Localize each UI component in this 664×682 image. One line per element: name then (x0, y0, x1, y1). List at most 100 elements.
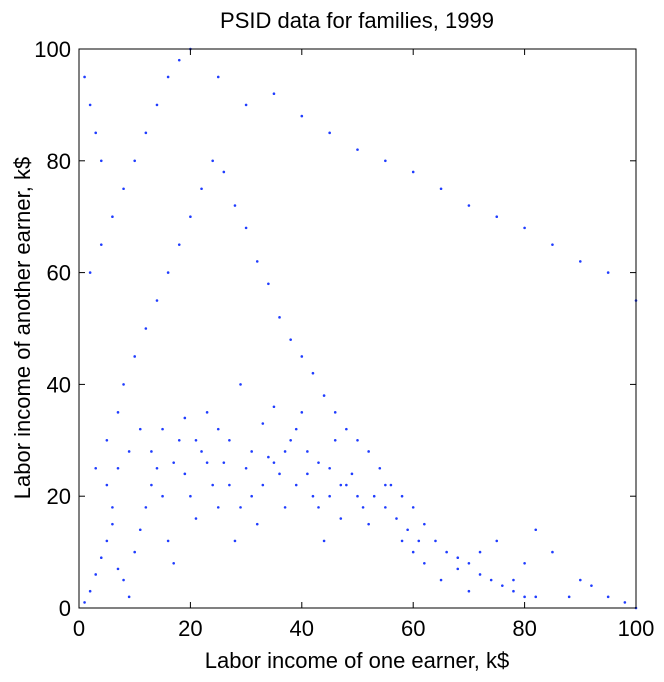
data-point (411, 170, 415, 174)
data-point (116, 466, 120, 470)
data-point (411, 506, 415, 509)
data-point (395, 517, 398, 520)
data-point (216, 75, 220, 79)
data-point (99, 159, 103, 163)
data-point (317, 506, 320, 509)
data-point (177, 439, 181, 442)
data-point (88, 271, 92, 274)
data-point (278, 472, 281, 476)
data-point (495, 539, 499, 543)
data-point (222, 170, 226, 174)
data-point (289, 439, 292, 442)
data-point (88, 589, 92, 593)
data-point (272, 461, 276, 464)
data-point (512, 578, 515, 582)
data-point (127, 450, 131, 453)
data-point (155, 103, 159, 107)
data-point (523, 595, 526, 599)
data-point (356, 148, 359, 151)
data-point (272, 92, 276, 96)
data-point (122, 578, 125, 582)
data-point (133, 159, 136, 163)
data-point (495, 215, 499, 218)
data-point (322, 539, 326, 543)
data-point (339, 517, 343, 520)
data-point (384, 506, 387, 509)
data-point (417, 539, 421, 543)
data-point (384, 483, 387, 487)
data-point (423, 522, 426, 526)
data-point (166, 271, 170, 274)
data-point (94, 466, 98, 470)
data-point (489, 578, 493, 582)
ticks-layer: 0 20 40 60 80 100 0 20 40 60 80 100 (34, 37, 654, 641)
data-point (244, 466, 248, 470)
data-point (166, 75, 170, 79)
data-point (200, 187, 203, 191)
data-point (200, 450, 203, 453)
data-point (306, 450, 309, 453)
data-point (233, 204, 237, 207)
y-tick-label: 20 (47, 484, 71, 509)
data-point (361, 506, 365, 509)
x-tick-label: 100 (618, 616, 655, 641)
data-point (177, 243, 181, 246)
data-point (244, 103, 248, 107)
data-point (478, 573, 482, 576)
data-point (255, 260, 259, 263)
chart-title: PSID data for families, 1999 (220, 8, 494, 33)
data-point (261, 483, 265, 487)
data-point (445, 550, 448, 554)
data-point (111, 522, 114, 526)
data-point (111, 215, 114, 218)
data-point (551, 550, 554, 554)
data-point (411, 550, 415, 554)
points-layer (83, 47, 638, 610)
data-point (105, 483, 109, 487)
data-point (534, 595, 538, 599)
data-point (250, 494, 253, 498)
data-point (322, 394, 326, 397)
data-point (177, 58, 181, 62)
data-point (183, 416, 187, 420)
data-point (127, 595, 131, 599)
data-point (111, 506, 114, 509)
data-point (94, 131, 98, 135)
data-point (133, 550, 136, 554)
data-point (233, 539, 237, 543)
y-tick-label: 0 (59, 596, 71, 621)
data-point (478, 550, 482, 554)
data-point (294, 427, 298, 431)
data-point (228, 439, 231, 442)
data-point (300, 114, 304, 118)
data-point (456, 556, 460, 559)
y-tick-label: 40 (47, 372, 71, 397)
data-point (579, 260, 582, 263)
data-point (161, 494, 164, 498)
data-point (400, 494, 404, 498)
data-point (83, 601, 86, 604)
data-point (283, 506, 287, 509)
data-point (155, 299, 159, 302)
x-tick-label: 40 (290, 616, 314, 641)
data-point (116, 411, 120, 414)
data-point (389, 483, 393, 487)
data-point (306, 472, 309, 476)
x-axis-label: Labor income of one earner, k$ (205, 648, 510, 673)
data-point (161, 427, 164, 431)
data-point (216, 506, 220, 509)
data-point (623, 601, 627, 604)
data-point (400, 539, 404, 543)
data-point (133, 355, 136, 358)
data-point (94, 573, 98, 576)
data-point (333, 439, 337, 442)
data-point (122, 187, 125, 191)
data-point (467, 204, 471, 207)
data-point (189, 215, 192, 218)
y-tick-label: 80 (47, 149, 71, 174)
y-axis-label: Labor income of another earner, k$ (10, 157, 35, 499)
data-point (606, 271, 610, 274)
data-point (311, 494, 315, 498)
data-point (439, 578, 443, 582)
data-point (228, 483, 231, 487)
